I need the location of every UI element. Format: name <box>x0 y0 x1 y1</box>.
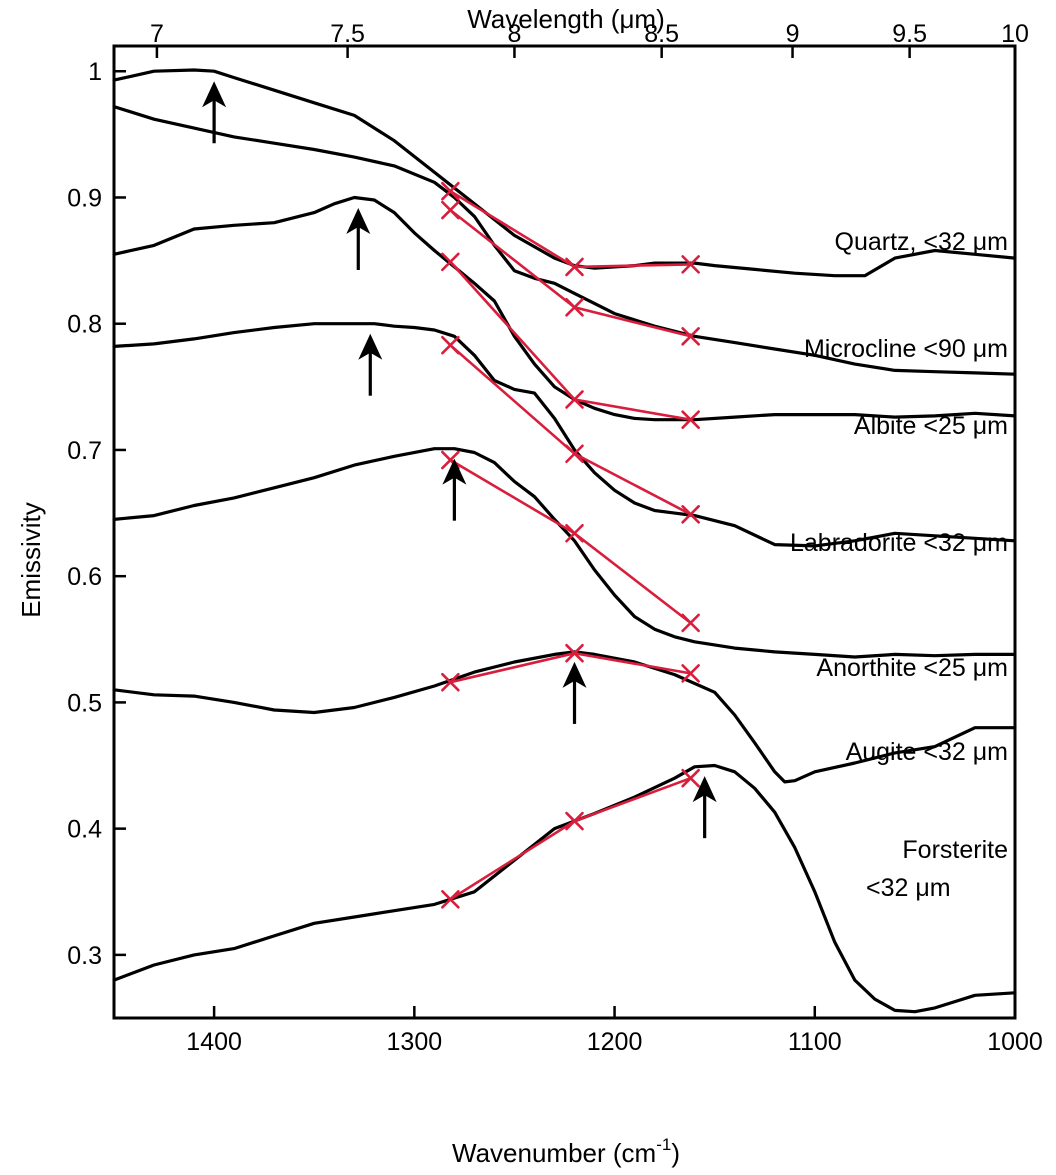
curve-labels: Quartz, <32 μm Microcline <90 μm Albite <2… <box>790 228 1008 902</box>
top-tick-label: 7.5 <box>330 20 365 48</box>
x-axis-title-main: Wavenumber (cm <box>452 1138 656 1168</box>
top-tick-label: 8 <box>507 20 521 48</box>
y-tick-label: 0.4 <box>67 816 102 844</box>
feature-arrow <box>346 207 371 270</box>
spectrum-curve <box>112 195 1017 422</box>
band-arrows <box>202 81 717 839</box>
top-tick-label: 10 <box>1001 20 1029 48</box>
x-tick-label: 1200 <box>587 1028 643 1056</box>
top-tick-label: 8.5 <box>644 20 679 48</box>
continuum-point-marker <box>565 390 584 409</box>
spectrum-curve <box>112 68 1017 278</box>
top-tick-label: 9 <box>786 20 800 48</box>
curve-label: Augite <32 μm <box>846 738 1008 766</box>
continuum-point-marker <box>565 811 584 831</box>
curve-label: Anorthite <25 μm <box>816 654 1008 682</box>
x-tick-label: 1100 <box>788 1028 842 1056</box>
y-tick-label: 0.6 <box>67 563 102 591</box>
feature-arrow <box>358 333 383 396</box>
feature-arrow <box>692 776 717 839</box>
continuum-line <box>449 190 691 269</box>
continuum-point-marker <box>681 505 700 524</box>
axis-ticks: 1400 1300 1200 1100 1000 0.3 0.4 0.5 0.6 0.7 0.8 0.… <box>67 20 1043 1056</box>
continuum-point-marker <box>681 327 700 346</box>
continuum-point-marker <box>681 664 700 683</box>
x-tick-label: 1400 <box>186 1028 242 1056</box>
plot-frame <box>112 44 1017 1020</box>
curve-label: Forsterite <box>902 836 1008 864</box>
continuum-point-marker <box>681 613 700 633</box>
y-tick-label: 0.9 <box>67 184 102 212</box>
continuum-point-marker <box>441 252 460 272</box>
continuum-lines <box>441 181 700 909</box>
continuum-point-marker <box>441 181 460 201</box>
spectrum-curve <box>112 763 1017 1014</box>
spectra <box>112 68 1017 1014</box>
continuum-point-marker <box>441 335 460 355</box>
curve-label: Quartz, <32 μm <box>835 228 1009 256</box>
spectrum-curve <box>112 322 1017 548</box>
continuum-point-marker <box>565 643 584 663</box>
x-tick-label: 1000 <box>987 1028 1043 1056</box>
top-tick-label: 9.5 <box>892 20 927 48</box>
curve-label-line2: <32 μm <box>866 874 951 902</box>
feature-arrow <box>562 661 587 724</box>
x-axis-title-sup: -1 <box>656 1135 671 1154</box>
y-tick-label: 1 <box>88 58 102 86</box>
top-axis-title: Wavelength (μm) <box>467 4 665 34</box>
continuum-point-marker <box>565 257 584 277</box>
continuum-line <box>449 458 692 624</box>
continuum-point-marker <box>441 672 460 692</box>
continuum-point-marker <box>681 768 700 788</box>
feature-arrow <box>442 458 467 521</box>
continuum-point-marker <box>565 523 584 543</box>
y-tick-label: 0.3 <box>67 942 102 970</box>
spectrum-curve <box>112 105 1017 376</box>
x-axis-title: Wavenumber (cm-1) <box>452 1135 680 1168</box>
continuum-point-marker <box>681 255 700 274</box>
curve-label: Albite <25 μm <box>854 412 1008 440</box>
continuum-point-marker <box>565 298 584 317</box>
continuum-point-marker <box>441 890 460 909</box>
y-tick-label: 0.7 <box>67 437 102 465</box>
spectrum-curve <box>112 650 1017 784</box>
y-tick-label: 0.5 <box>67 689 102 717</box>
curve-label: Labradorite <32 μm <box>790 529 1008 557</box>
y-axis-title: Emissivity <box>16 502 46 618</box>
continuum-point-marker <box>565 444 584 464</box>
y-tick-label: 0.8 <box>67 311 102 339</box>
continuum-point-marker <box>681 410 700 429</box>
continuum-point-marker <box>441 200 460 220</box>
x-tick-label: 1300 <box>387 1028 443 1056</box>
x-axis-title-end: ) <box>671 1138 680 1168</box>
feature-arrow <box>202 81 227 144</box>
spectrum-curve <box>112 447 1017 659</box>
continuum-line <box>449 209 691 338</box>
top-tick-label: 7 <box>150 20 164 48</box>
curve-label: Microcline <90 μm <box>804 335 1008 363</box>
